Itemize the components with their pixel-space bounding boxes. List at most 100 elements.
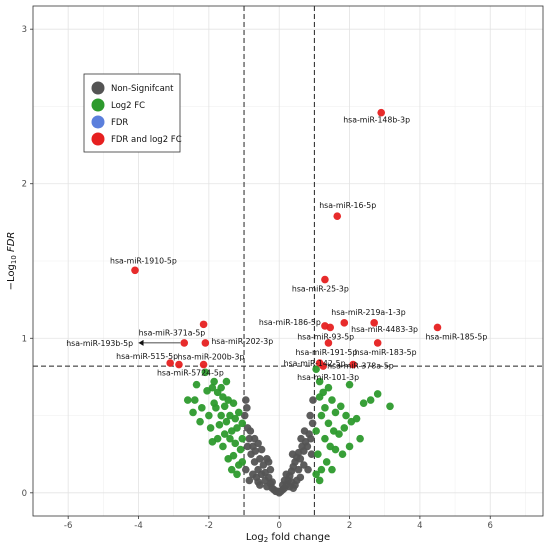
data-point bbox=[236, 445, 245, 454]
data-point bbox=[308, 419, 317, 428]
data-point bbox=[328, 465, 336, 474]
data-point bbox=[386, 402, 394, 411]
x-tick-label: -4 bbox=[134, 521, 142, 531]
x-tick-label: -2 bbox=[205, 521, 213, 531]
data-point bbox=[319, 388, 327, 397]
y-tick-label: 2 bbox=[22, 180, 27, 190]
y-axis-label: −Log10 FDR bbox=[6, 232, 18, 291]
series-non-signifcant bbox=[240, 396, 317, 497]
point-label: hsa-miR-371a-5p bbox=[139, 328, 206, 337]
point-label: hsa-miR-200b-3p bbox=[178, 353, 245, 362]
legend-label: FDR and log2 FC bbox=[111, 135, 182, 145]
data-point bbox=[349, 360, 357, 369]
data-point bbox=[203, 387, 211, 395]
data-point bbox=[256, 481, 264, 489]
data-point bbox=[210, 377, 218, 386]
data-point bbox=[331, 445, 340, 454]
data-point bbox=[296, 455, 305, 463]
point-labels: hsa-miR-148b-3p hsa-miR-16-5p hsa-miR-1910… bbox=[66, 116, 487, 382]
data-point bbox=[303, 442, 312, 451]
data-point bbox=[342, 411, 350, 420]
data-point bbox=[433, 323, 442, 332]
data-point bbox=[352, 414, 361, 423]
point-label: hsa-miR-202-3p bbox=[211, 337, 273, 346]
data-point bbox=[268, 478, 276, 486]
data-point bbox=[321, 275, 329, 284]
data-point bbox=[175, 360, 183, 369]
legend-label: Log2 FC bbox=[111, 101, 145, 111]
panel-border bbox=[32, 5, 544, 517]
y-tick-label: 0 bbox=[22, 489, 27, 499]
data-point bbox=[243, 404, 251, 412]
data-point bbox=[333, 212, 342, 220]
data-point bbox=[246, 427, 255, 435]
data-point bbox=[312, 470, 320, 479]
data-point bbox=[336, 402, 345, 411]
data-point bbox=[245, 434, 254, 443]
data-point bbox=[233, 470, 241, 479]
data-point bbox=[331, 408, 340, 417]
data-point bbox=[238, 419, 247, 428]
data-point bbox=[338, 450, 347, 458]
data-point bbox=[359, 399, 368, 407]
data-point bbox=[210, 399, 218, 407]
legend-swatch bbox=[91, 98, 105, 112]
data-point bbox=[254, 465, 262, 474]
data-point bbox=[206, 424, 215, 432]
data-point bbox=[324, 339, 333, 347]
data-point bbox=[245, 476, 254, 485]
data-point bbox=[215, 421, 224, 429]
data-point bbox=[217, 411, 225, 420]
series-fdr-and-log2-fc bbox=[131, 108, 442, 370]
x-tick-label: 4 bbox=[417, 521, 422, 531]
point-label: hsa-miR-191-5p bbox=[295, 348, 357, 357]
data-point bbox=[278, 481, 287, 489]
data-point bbox=[166, 359, 174, 367]
axis-ticks: -6 -4 -2 0 2 4 6 0 1 2 3 bbox=[22, 25, 493, 531]
data-point bbox=[340, 424, 349, 432]
data-point bbox=[243, 442, 252, 451]
data-point bbox=[229, 399, 238, 407]
data-point bbox=[297, 434, 305, 443]
data-point bbox=[222, 417, 231, 426]
point-label: hsa-miR-25-3p bbox=[292, 285, 349, 294]
data-point bbox=[201, 368, 210, 377]
data-point bbox=[231, 414, 240, 423]
data-point bbox=[266, 465, 275, 474]
data-point bbox=[370, 319, 378, 327]
data-point bbox=[321, 404, 329, 412]
point-label: hsa-miR-1910-5p bbox=[110, 256, 177, 265]
y-tick-label: 3 bbox=[22, 25, 27, 35]
data-point bbox=[256, 455, 264, 463]
data-point bbox=[288, 450, 297, 458]
data-point bbox=[238, 434, 247, 443]
data-point bbox=[319, 362, 327, 370]
data-point bbox=[183, 396, 192, 404]
data-point bbox=[226, 434, 234, 443]
data-point bbox=[306, 411, 314, 420]
data-point bbox=[307, 434, 315, 443]
data-point bbox=[373, 339, 382, 347]
data-point bbox=[131, 266, 139, 275]
legend-swatch bbox=[91, 81, 105, 95]
data-point bbox=[345, 442, 354, 451]
data-point bbox=[317, 465, 326, 474]
x-axis-label: Log2 fold change bbox=[246, 532, 330, 544]
point-label: hsa-miR-101-3p bbox=[297, 373, 359, 382]
label-arrow-head bbox=[138, 339, 144, 346]
data-point bbox=[238, 458, 247, 466]
point-label: hsa-miR-219a-1-3p bbox=[331, 308, 405, 317]
data-point bbox=[263, 455, 271, 463]
point-label: hsa-miR-185-5p bbox=[425, 332, 487, 341]
x-tick-label: -6 bbox=[64, 521, 72, 531]
data-point bbox=[377, 108, 386, 117]
legend-label: FDR bbox=[111, 118, 128, 128]
data-point bbox=[241, 396, 250, 404]
data-point bbox=[345, 380, 354, 389]
point-label: hsa-miR-93-5p bbox=[297, 332, 354, 341]
data-point bbox=[326, 323, 335, 332]
point-label: hsa-miR-193b-5p bbox=[66, 339, 133, 348]
